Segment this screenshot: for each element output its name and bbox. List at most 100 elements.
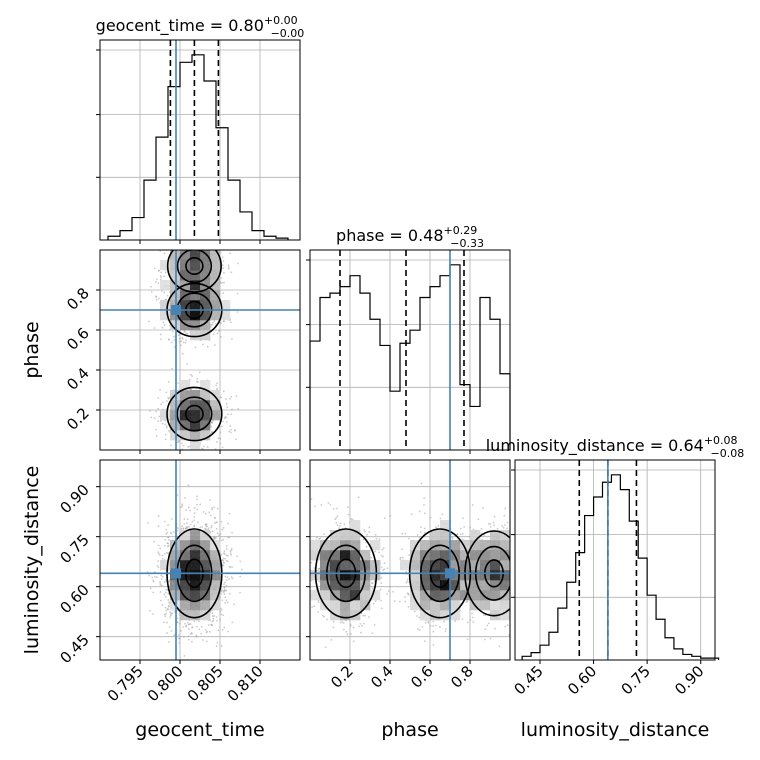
sample-point xyxy=(161,326,164,329)
sample-point xyxy=(225,398,227,401)
sample-point xyxy=(219,618,222,621)
sample-point xyxy=(204,247,206,249)
sample-point xyxy=(176,617,179,620)
sample-point xyxy=(229,425,232,427)
panel-background xyxy=(515,460,715,660)
panel-background xyxy=(310,250,510,450)
sample-point xyxy=(192,247,194,249)
sample-point xyxy=(222,614,225,617)
sample-point xyxy=(215,384,218,387)
sample-point xyxy=(213,320,216,323)
sample-point xyxy=(217,437,220,440)
sample-point xyxy=(183,243,185,245)
sample-point xyxy=(220,645,223,647)
density-cell xyxy=(170,400,181,411)
sample-point xyxy=(180,442,183,445)
sample-point xyxy=(181,505,184,507)
histogram-panel-phase: phase = 0.48+0.29 −0.33 xyxy=(306,224,511,454)
sample-point xyxy=(225,421,228,423)
sample-point xyxy=(224,581,226,584)
sample-point xyxy=(201,447,203,450)
density-cell xyxy=(170,320,181,331)
sample-point xyxy=(225,402,228,405)
sample-point xyxy=(195,634,198,637)
sample-point xyxy=(167,246,169,248)
sample-point xyxy=(187,241,189,243)
sample-point xyxy=(221,628,224,631)
sample-point xyxy=(207,624,210,626)
sample-point xyxy=(186,241,188,243)
sample-point xyxy=(163,520,166,523)
sample-point xyxy=(230,413,233,416)
sample-point xyxy=(180,506,183,509)
density-cell xyxy=(220,310,231,321)
sample-point xyxy=(155,435,158,438)
sample-point xyxy=(221,281,224,284)
sample-point xyxy=(160,584,163,587)
sample-point xyxy=(178,439,181,442)
sample-point xyxy=(173,610,176,613)
density-cell xyxy=(160,280,171,291)
sample-point xyxy=(164,595,167,598)
sample-point xyxy=(163,252,166,255)
scatter-panel-geocent_time-vs-luminosity_distance xyxy=(96,459,301,664)
sample-point xyxy=(191,632,193,635)
density-cell xyxy=(190,280,201,291)
sample-point xyxy=(193,519,195,522)
panel-title: luminosity_distance = 0.64+0.08 −0.08 xyxy=(486,434,745,460)
density-cell xyxy=(200,410,211,421)
sample-point xyxy=(234,429,237,432)
sample-point xyxy=(216,387,219,390)
sample-point xyxy=(204,512,207,515)
density-cell xyxy=(160,410,171,421)
sample-point xyxy=(214,517,217,520)
density-cell xyxy=(170,310,181,321)
sample-point xyxy=(210,426,212,428)
sample-point xyxy=(215,619,218,622)
sample-point xyxy=(160,290,163,292)
sample-point xyxy=(167,536,170,539)
density-cell xyxy=(200,420,211,431)
panel-title: geocent_time = 0.80+0.00 −0.00 xyxy=(96,14,305,40)
sample-point xyxy=(170,630,173,632)
sample-point xyxy=(184,341,187,344)
sample-point xyxy=(164,423,167,426)
sample-point xyxy=(230,553,232,556)
contour-line xyxy=(185,256,204,276)
sample-point xyxy=(155,410,158,413)
sample-point xyxy=(168,616,171,619)
sample-point xyxy=(228,592,231,595)
sample-point xyxy=(197,620,200,623)
sample-point xyxy=(211,508,214,511)
sample-point xyxy=(221,446,224,449)
sample-point xyxy=(177,529,179,532)
sample-point xyxy=(197,381,199,383)
density-cell xyxy=(200,270,211,281)
sample-point xyxy=(183,654,186,657)
sample-point xyxy=(155,295,158,298)
sample-point xyxy=(215,645,218,648)
density-cell xyxy=(190,320,201,331)
density-cell xyxy=(170,410,181,421)
sample-point xyxy=(210,325,212,328)
sample-point xyxy=(165,400,168,402)
sample-point xyxy=(225,545,228,547)
sample-point xyxy=(177,637,180,640)
sample-point xyxy=(205,523,208,526)
sample-point xyxy=(219,282,222,284)
density-cell xyxy=(190,440,201,450)
sample-point xyxy=(210,526,213,529)
sample-point xyxy=(189,242,191,244)
density-cell xyxy=(180,390,191,401)
sample-point xyxy=(163,613,166,616)
sample-point xyxy=(191,626,194,628)
sample-point xyxy=(214,322,217,325)
sample-point xyxy=(164,433,167,436)
sample-point xyxy=(223,587,226,589)
sample-point xyxy=(220,277,223,279)
sample-point xyxy=(211,620,214,623)
density-cell xyxy=(220,300,231,311)
sample-point xyxy=(222,320,225,323)
sample-point xyxy=(211,612,214,614)
sample-point xyxy=(221,563,224,566)
